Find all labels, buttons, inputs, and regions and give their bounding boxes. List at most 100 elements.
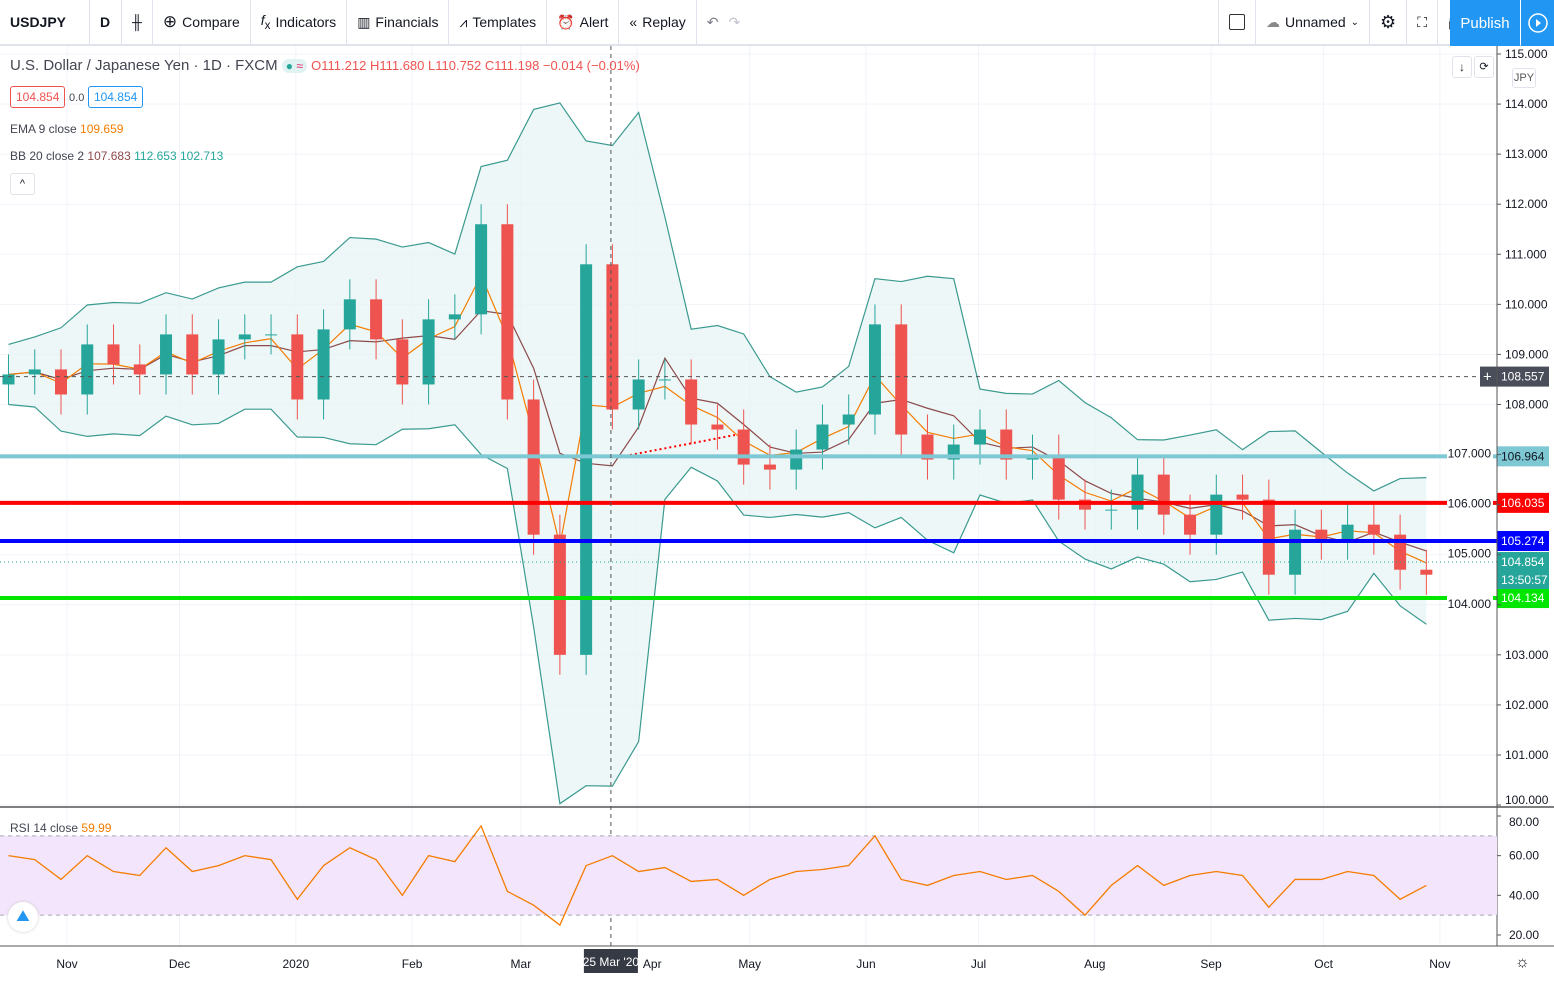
alert-button[interactable]: ⏰ Alert (547, 0, 620, 45)
financials-button[interactable]: ▥ Financials (347, 0, 450, 45)
candle-body (842, 414, 855, 425)
time-tick-label: Apr (643, 957, 662, 971)
candle-body (1236, 494, 1249, 500)
rsi-tick-label: 80.00 (1509, 815, 1539, 829)
sell-price-button[interactable]: 104.854 (10, 86, 66, 108)
ohlc-values: O111.212 H111.680 L110.752 C111.198 −0.0… (311, 58, 640, 73)
price-tick-label: 113.000 (1505, 147, 1548, 161)
candle-body (1315, 529, 1328, 540)
time-tick-label: Dec (169, 957, 190, 971)
collapse-legend-button[interactable]: ^ (10, 173, 35, 195)
candle-body (711, 424, 724, 430)
candle-body (160, 334, 173, 375)
candle-body (973, 429, 986, 445)
spread: 0.0 (69, 92, 85, 104)
candle-body (81, 344, 94, 395)
replay-play-button[interactable] (1521, 0, 1554, 46)
candle-body (1262, 499, 1275, 575)
templates-button[interactable]: ⩘ Templates (449, 0, 548, 45)
price-label: 106.964 (1501, 449, 1545, 463)
series-title: U.S. Dollar / Japanese Yen · 1D · FXCM (10, 57, 278, 74)
price-tick-label: 109.000 (1505, 347, 1549, 361)
countdown-label: 13:50:57 (1501, 573, 1548, 587)
candle-body (1000, 429, 1013, 460)
undo-button[interactable]: ↶ (697, 0, 729, 45)
candle-body (238, 334, 251, 340)
ema-label: EMA 9 close (10, 122, 77, 136)
rsi-tick-label: 40.00 (1509, 888, 1539, 902)
candle-body (1184, 514, 1197, 535)
price-tick-label: 102.000 (1505, 698, 1549, 712)
add-button-bg (1480, 366, 1497, 387)
indicators-button[interactable]: fx Indicators (251, 0, 348, 45)
candle-body (527, 399, 540, 535)
time-tick-label: Nov (56, 957, 77, 971)
buy-price-button[interactable]: 104.854 (87, 86, 144, 108)
select-layout-button[interactable] (1217, 0, 1256, 45)
candle-body (1052, 454, 1065, 500)
crosshair-price-label: 108.557 (1501, 370, 1545, 384)
candle-body (1210, 494, 1223, 535)
tradingview-logo[interactable]: ⛰ (8, 902, 38, 932)
price-label-bg (1497, 588, 1549, 609)
candle-body (54, 369, 67, 395)
scroll-to-latest-button[interactable]: ↓ (1452, 56, 1472, 78)
bar-chart-icon: ▥ (357, 13, 371, 30)
plus-circle-icon: ⊕ (162, 12, 178, 31)
price-tick-label: 115.000 (1505, 47, 1548, 61)
candle-body (1367, 524, 1380, 535)
compare-label: Compare (182, 14, 240, 30)
candle-body (186, 334, 199, 375)
chart-type-button[interactable]: ╫ (122, 0, 153, 45)
time-tick-label: Jun (856, 957, 875, 971)
chart-canvas[interactable]: 106.964 106.035 105.274 104.134 104.854 13:50… (0, 46, 1554, 984)
candle-body (606, 264, 619, 410)
price-label: 106.035 (1501, 496, 1545, 510)
settings-button[interactable]: ⚙ (1370, 0, 1408, 45)
fullscreen-button[interactable]: ⛶ (1407, 0, 1438, 45)
publish-button[interactable]: Publish (1450, 0, 1520, 46)
play-circle-icon (1527, 13, 1548, 33)
reset-scale-button[interactable]: ⟳ (1474, 56, 1494, 78)
price-tick-label: 107.000 (1448, 447, 1492, 461)
bb-legend[interactable]: BB 20 close 2 107.683 112.653 102.713 (10, 149, 223, 163)
redo-button[interactable]: ↷ (729, 0, 741, 45)
price-tick-label: 114.000 (1505, 97, 1548, 111)
time-tick-label: Sep (1200, 957, 1222, 971)
candle-body (580, 264, 593, 655)
price-label-bg (1497, 492, 1549, 513)
replay-button[interactable]: «Replay (619, 0, 697, 45)
symbol-search[interactable]: USDJPY (0, 0, 90, 45)
interval-button[interactable]: D (90, 0, 122, 45)
bb-upper: 112.653 (134, 149, 177, 163)
ema-legend[interactable]: EMA 9 close 109.659 (10, 122, 123, 136)
candle-body (868, 324, 881, 415)
square-icon (1228, 14, 1245, 30)
crosshair-price-bg (1497, 366, 1549, 387)
rsi-legend[interactable]: RSI 14 close 59.99 (10, 821, 111, 835)
candle-body (343, 299, 356, 330)
compare-button[interactable]: ⊕ Compare (153, 0, 251, 45)
bb-label: BB 20 close 2 (10, 149, 85, 163)
bollinger-upper (8, 102, 1427, 492)
redo-icon: ↷ (728, 13, 741, 30)
price-tick-label: 104.000 (1448, 597, 1492, 611)
logo-icon: ⛰ (16, 908, 30, 925)
currency-label[interactable]: JPY (1512, 68, 1536, 88)
candle-body (737, 429, 750, 465)
candle-body (396, 339, 409, 385)
series-legend: U.S. Dollar / Japanese Yen · 1D · FXCM ●… (10, 57, 640, 74)
price-tick-label: 108.000 (1505, 397, 1549, 411)
crosshair-date-label: 25 Mar '20 (583, 955, 640, 969)
layout-name-button[interactable]: ☁ Unnamed ⌄ (1256, 0, 1371, 45)
time-axis-settings-button[interactable]: ☼ (1515, 954, 1530, 972)
ema-value: 109.659 (80, 122, 124, 136)
gear-icon: ☼ (1515, 954, 1530, 971)
chevron-up-icon: ^ (19, 178, 26, 190)
time-tick-label: Nov (1429, 957, 1450, 971)
candle-body (685, 379, 698, 425)
fx-icon: fx (260, 12, 271, 32)
candle-body (1105, 509, 1118, 511)
alert-label: Alert (579, 14, 609, 30)
candle-body (658, 379, 671, 381)
